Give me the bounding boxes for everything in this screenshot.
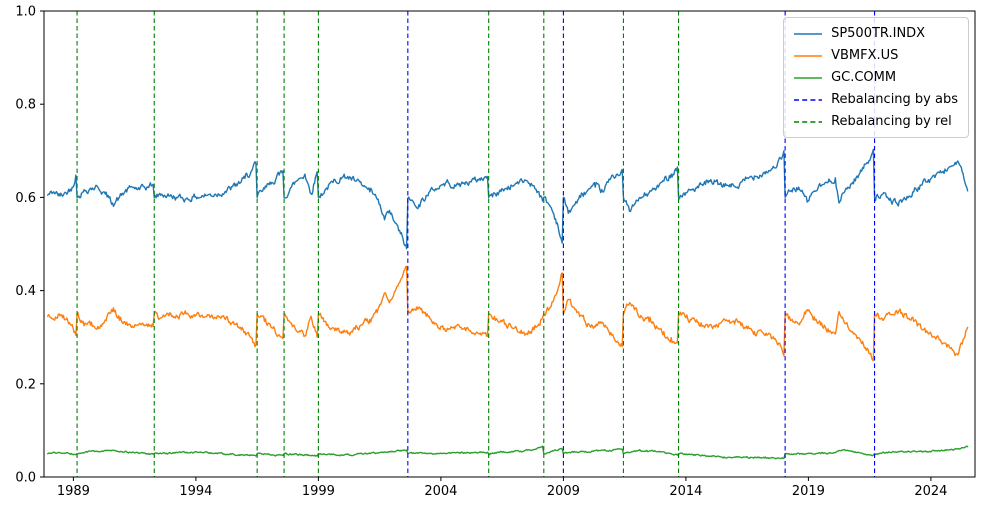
legend-line-sample-sp500 — [794, 32, 823, 35]
legend-line-sample-rebal-rel — [794, 120, 823, 123]
legend-label-sp500: SP500TR.INDX — [831, 26, 926, 41]
legend-item-gc-comm: GC.COMM — [793, 70, 958, 85]
y-tick-label: 0.6 — [15, 191, 36, 206]
axes-border — [43, 10, 976, 478]
legend: SP500TR.INDX VBMFX.US GC.COMM Rebalancin… — [783, 17, 969, 138]
x-tick-label: 2009 — [547, 484, 580, 499]
y-tick-label: 0.0 — [15, 471, 36, 486]
legend-line-sample-rebal-abs — [794, 98, 823, 101]
x-tick-label: 2019 — [792, 484, 825, 499]
legend-item-sp500tr-indx: SP500TR.INDX — [793, 26, 958, 41]
rebalancing-lines-layer — [76, 11, 876, 477]
legend-item-rebalancing-rel: Rebalancing by rel — [793, 114, 958, 129]
legend-item-rebalancing-abs: Rebalancing by abs — [793, 92, 958, 107]
x-tick-label: 2024 — [914, 484, 947, 499]
x-tick-label: 1999 — [302, 484, 335, 499]
series-line-0 — [46, 148, 969, 250]
x-tick-label: 1989 — [57, 484, 90, 499]
legend-label-rebal-abs: Rebalancing by abs — [831, 92, 958, 107]
series-layer — [46, 148, 969, 460]
legend-line-sample-vbmfx — [794, 54, 823, 57]
y-tick-label: 0.2 — [15, 377, 36, 392]
legend-label-gc: GC.COMM — [831, 70, 897, 85]
series-line-1 — [46, 265, 969, 362]
y-tick-label: 0.4 — [15, 284, 36, 299]
x-tick-label: 2004 — [424, 484, 457, 499]
legend-label-rebal-rel: Rebalancing by rel — [831, 114, 952, 129]
legend-label-vbmfx: VBMFX.US — [831, 48, 899, 63]
x-tick-label: 1994 — [179, 484, 212, 499]
series-line-2 — [46, 445, 969, 460]
x-tick-label: 2014 — [669, 484, 702, 499]
y-tick-label: 0.8 — [15, 98, 36, 113]
y-tick-label: 1.0 — [15, 5, 36, 20]
legend-item-vbmfx-us: VBMFX.US — [793, 48, 958, 63]
legend-line-sample-gc — [794, 76, 823, 79]
